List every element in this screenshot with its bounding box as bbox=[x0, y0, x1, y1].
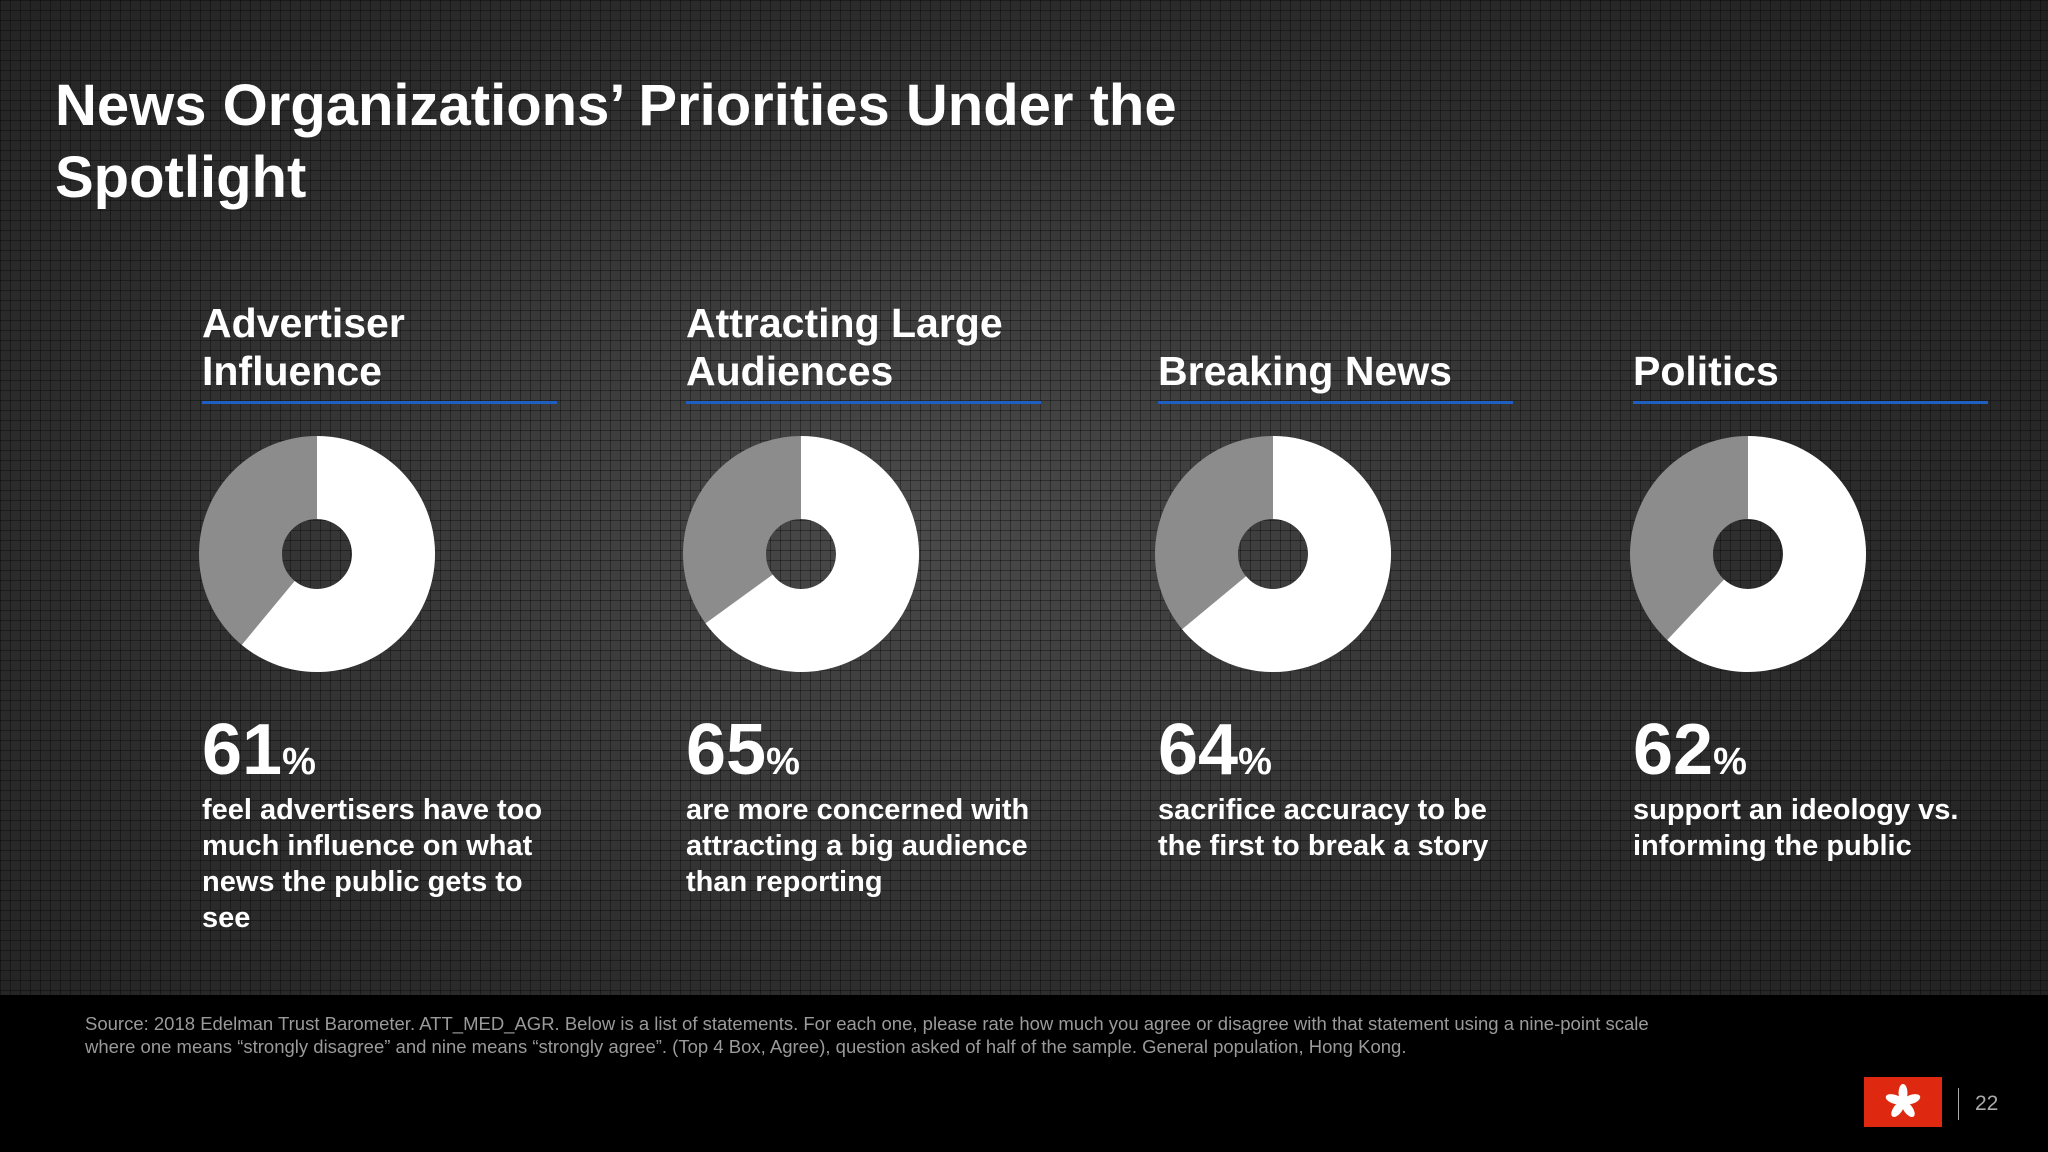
flag-flower bbox=[1885, 1084, 1921, 1118]
value-label-part: 61 bbox=[202, 710, 283, 790]
value-label-part: % bbox=[1238, 741, 1272, 783]
page-number: 22 bbox=[1975, 1092, 1999, 1115]
value-label: 64% bbox=[1158, 710, 1272, 802]
chart-column: Advertiser Influence 61% feel advertisers … bbox=[199, 280, 572, 934]
chart-column: Attracting Large Audiences 65% are more co… bbox=[683, 280, 1056, 898]
value-label: 61% bbox=[202, 710, 316, 802]
donut-chart bbox=[683, 436, 919, 672]
chart-column: Breaking News 64% sacrifice accuracy to be… bbox=[1155, 280, 1528, 862]
value-label-part: % bbox=[282, 741, 316, 783]
chart-title: Advertiser Influence bbox=[202, 280, 557, 404]
chart-title: Breaking News bbox=[1158, 280, 1513, 404]
donut-segment bbox=[1182, 436, 1391, 672]
value-label-part: % bbox=[1713, 741, 1747, 783]
value-label: 62% bbox=[1633, 710, 1747, 802]
slide-title: News Organizations’ Priorities Under the… bbox=[55, 73, 1177, 210]
value-label-part: 65 bbox=[686, 710, 767, 790]
separator bbox=[1958, 1088, 1959, 1120]
donut-segment bbox=[705, 436, 919, 672]
footer bbox=[0, 995, 2048, 1152]
chart-column: Politics 62% support an ideology vs. infor… bbox=[1630, 280, 2003, 862]
donut-segment bbox=[1667, 436, 1866, 672]
donut-chart bbox=[199, 436, 435, 672]
donut-chart bbox=[1630, 436, 1866, 672]
source-note: Source: 2018 Edelman Trust Barometer. AT… bbox=[85, 1013, 1649, 1057]
chart-description: sacrifice accuracy to be the first to br… bbox=[1158, 794, 1489, 862]
donut-chart bbox=[1155, 436, 1391, 672]
chart-title: Politics bbox=[1633, 280, 1988, 404]
chart-description: feel advertisers have too much influence… bbox=[202, 794, 543, 934]
value-label-part: % bbox=[766, 741, 800, 783]
value-label: 65% bbox=[686, 710, 800, 802]
donut-segment bbox=[241, 436, 435, 672]
chart-title: Attracting Large Audiences bbox=[686, 280, 1041, 404]
chart-description: support an ideology vs. informing the pu… bbox=[1633, 794, 1959, 862]
chart-description: are more concerned with attracting a big… bbox=[686, 794, 1030, 898]
value-label-part: 64 bbox=[1158, 710, 1239, 790]
flag-icon bbox=[1864, 1077, 1942, 1127]
value-label-part: 62 bbox=[1633, 710, 1714, 790]
